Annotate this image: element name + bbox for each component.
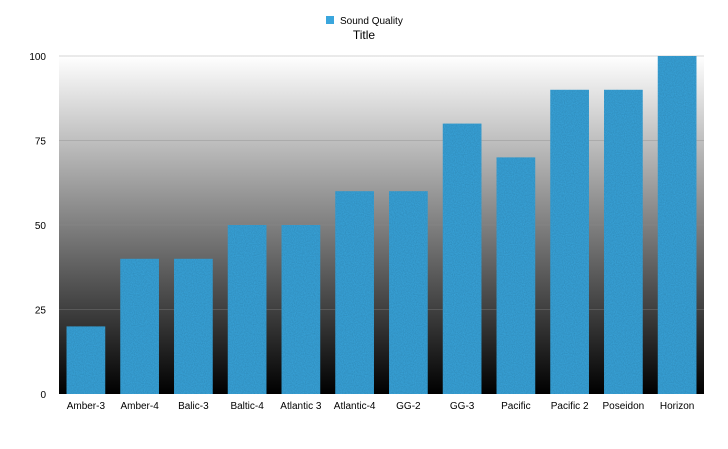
- bar: [120, 258, 159, 394]
- y-axis-ticks: 0 25 50 75 100: [29, 52, 46, 401]
- x-tick-label: Poseidon: [603, 401, 645, 412]
- x-tick-label: Atlantic-4: [334, 401, 376, 412]
- bar: [174, 258, 213, 394]
- bar: [335, 191, 374, 394]
- chart-title: Title: [353, 28, 376, 42]
- bars: [66, 56, 697, 395]
- y-tick-label: 100: [29, 52, 46, 63]
- x-tick-label: Amber-4: [120, 401, 159, 412]
- bar: [604, 89, 643, 395]
- legend: Sound Quality: [326, 16, 403, 27]
- bar: [657, 56, 697, 394]
- bar: [389, 191, 428, 394]
- y-tick-label: 50: [35, 221, 47, 232]
- y-tick-label: 0: [40, 390, 46, 401]
- x-tick-label: Amber-3: [67, 401, 106, 412]
- x-tick-label: Pacific: [501, 401, 530, 412]
- x-tick-label: Horizon: [660, 401, 694, 412]
- y-tick-label: 25: [35, 306, 47, 317]
- bar: [227, 225, 267, 394]
- bar: [550, 89, 589, 395]
- x-tick-label: Pacific 2: [551, 401, 589, 412]
- gridlines: [59, 55, 704, 310]
- x-tick-label: Atlantic 3: [280, 401, 322, 412]
- bar: [496, 157, 536, 394]
- bar: [281, 225, 321, 394]
- y-tick-label: 75: [35, 137, 47, 148]
- bar: [66, 326, 106, 394]
- x-axis-ticks: Amber-3 Amber-4 Balic-3 Baltic-4 Atlantic 3 A…: [67, 401, 695, 412]
- x-tick-label: GG-3: [450, 401, 475, 412]
- bar: [442, 123, 482, 394]
- x-tick-label: GG-2: [396, 401, 421, 412]
- legend-swatch: [326, 16, 334, 24]
- x-tick-label: Baltic-4: [230, 401, 264, 412]
- legend-label: Sound Quality: [340, 16, 403, 27]
- x-tick-label: Balic-3: [178, 401, 209, 412]
